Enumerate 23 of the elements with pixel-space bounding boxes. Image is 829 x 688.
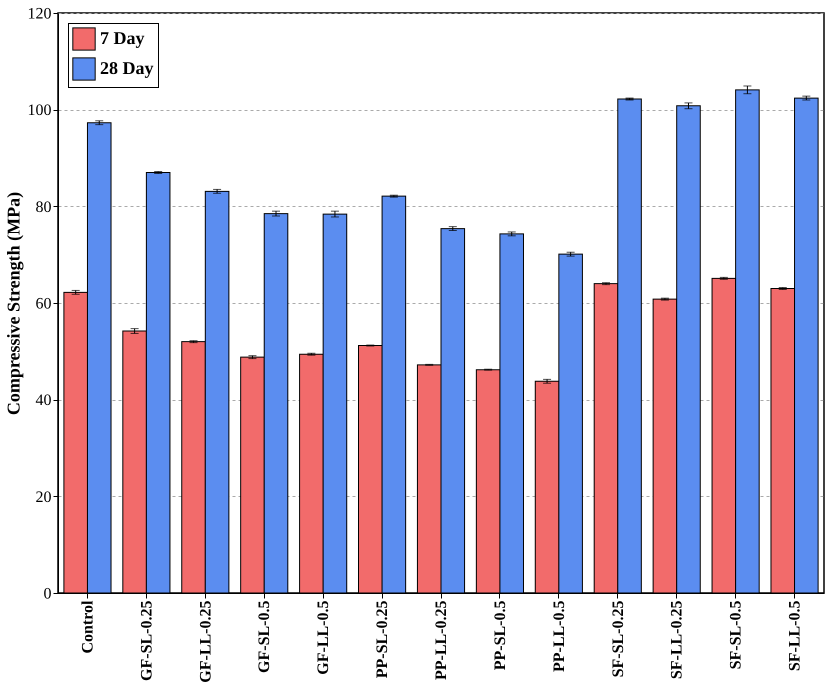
x-tick-label: GF-LL-0.5 [315, 600, 332, 675]
x-tick-label: GF-LL-0.25 [197, 600, 214, 683]
y-tick-label: 0 [44, 586, 52, 602]
x-tick-label: GF-SL-0.25 [138, 600, 156, 681]
x-tick-label: PP-SL-0.5 [492, 600, 509, 670]
x-tick-label: SF-SL-0.25 [610, 600, 627, 678]
y-tick-label: 80 [36, 198, 52, 216]
x-tick-label: Control [79, 600, 96, 654]
x-tick-label: PP-LL-0.25 [433, 600, 450, 680]
y-axis-title: Compressive Strength (MPa) [4, 192, 24, 416]
x-tick-label: SF-LL-0.25 [668, 600, 686, 680]
legend-label: 28 Day [100, 58, 154, 78]
x-tick-label: PP-SL-0.25 [374, 600, 392, 678]
y-tick-label: 60 [36, 296, 52, 312]
x-tick-label: SF-SL-0.5 [728, 600, 745, 670]
y-tick-label: 100 [28, 102, 52, 120]
legend-label: 7 Day [100, 28, 144, 48]
x-tick-label: PP-LL-0.5 [550, 600, 568, 672]
x-tick-label: GF-SL-0.5 [256, 600, 274, 673]
x-tick-label: SF-LL-0.5 [786, 600, 804, 672]
y-tick-label: 120 [28, 6, 52, 22]
y-tick-label: 40 [36, 392, 52, 410]
y-tick-label: 20 [36, 488, 52, 506]
